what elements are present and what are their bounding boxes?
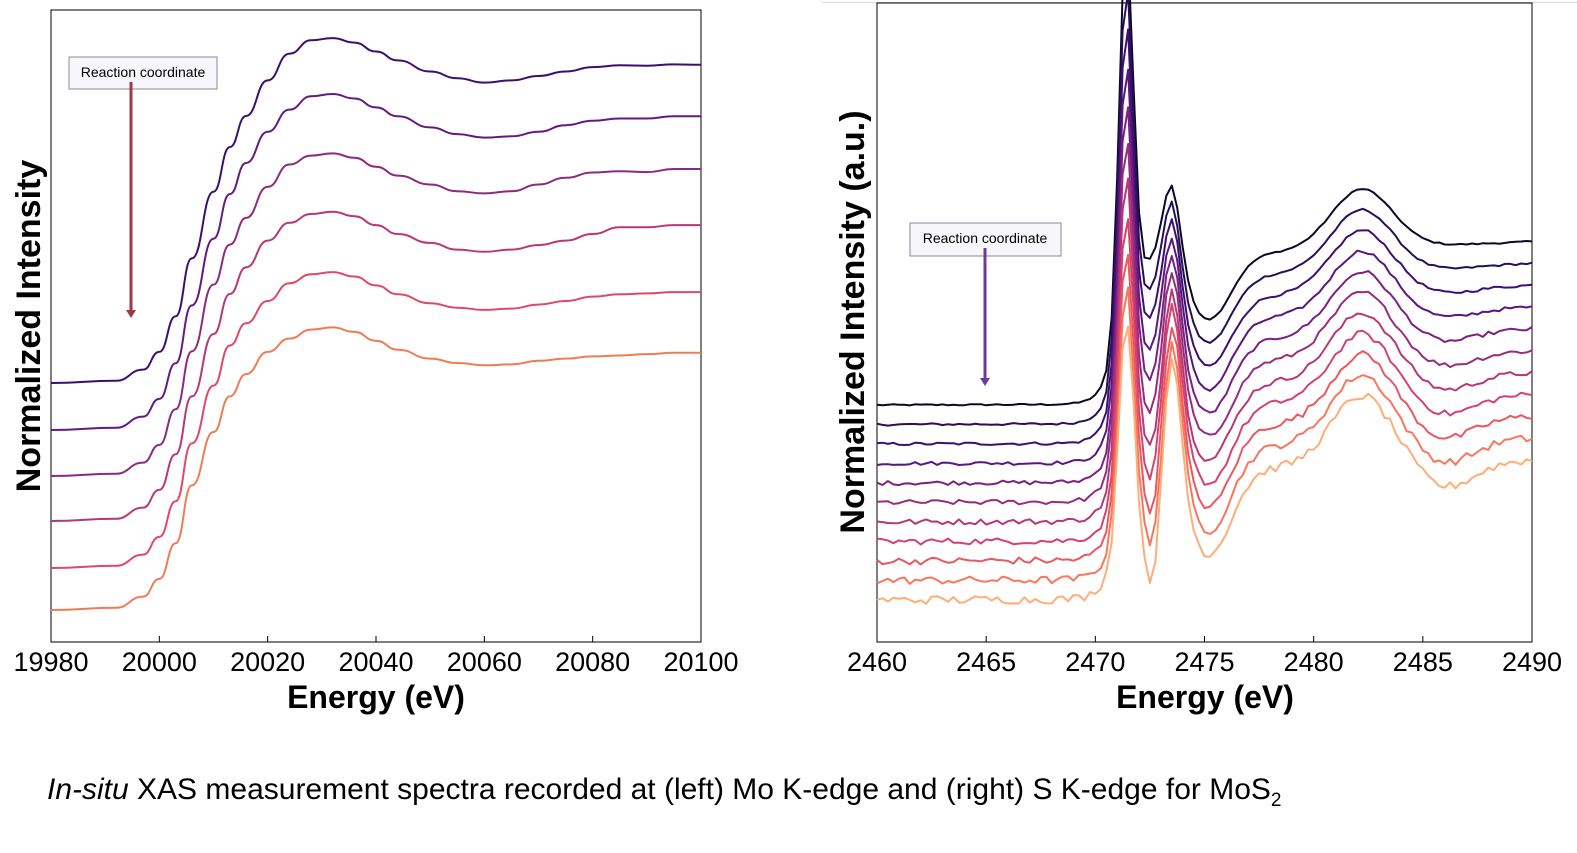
left-x-tick-label-2: 20000 [122,647,197,677]
right-series-line-11 [876,325,1533,605]
right-series-group [876,0,1533,605]
left-x-tick-label-6: 20080 [555,647,630,677]
left-x-tick-label-5: 20060 [447,647,522,677]
caption-italic: In-situ [47,773,129,806]
right-series-line-7 [876,177,1533,526]
left-x-tick-label-3: 20020 [230,647,305,677]
right-x-tick-label-4: 2475 [1174,647,1234,677]
left-x-tick-label-1: 19980 [13,647,88,677]
caption-text: XAS measurement spectra recorded at (lef… [128,773,1271,806]
right-series-line-6 [876,143,1533,506]
right-x-axis-label: Energy (eV) [1116,679,1294,715]
left-x-axis-label: Energy (eV) [287,679,465,715]
right-series-line-4 [876,68,1533,466]
left-annotation-box [68,56,218,90]
left-x-ticks: 19980 20000 20020 20040 20060 20080 20100 [13,636,739,677]
left-plot-frame [50,9,702,643]
right-series-line-8 [876,218,1533,546]
left-annotation-text: Reaction coordinate [81,64,206,80]
left-x-tick-label-4: 20040 [338,647,413,677]
right-y-axis-label: Normalized Intensity (a.u.) [834,110,872,533]
left-series-line-1 [50,37,702,384]
figure-caption: In-situ XAS measurement spectra recorded… [47,773,1281,812]
left-series-line-6 [50,326,701,611]
caption-subscript: 2 [1270,790,1282,811]
right-x-tick-label-5: 2480 [1284,647,1344,677]
left-series-line-2 [50,92,701,431]
left-x-tick-label-7: 20100 [663,647,738,677]
left-series-group [50,37,702,611]
left-y-axis-label: Normalized Intensity [10,160,48,493]
right-annotation-text: Reaction coordinate [923,230,1048,246]
right-x-tick-label-7: 2490 [1502,647,1562,677]
right-x-tick-label-3: 2470 [1065,647,1125,677]
right-x-tick-label-6: 2485 [1393,647,1453,677]
right-x-tick-label-1: 2460 [847,647,907,677]
s-k-edge-chart: 2460 2465 2470 2475 2480 2485 2490 Normalized … [834,0,1562,715]
left-series-line-3 [50,152,701,477]
right-annotation-arrow-head [980,378,990,386]
right-series-line-2 [876,0,1533,427]
right-series-line-3 [876,28,1533,446]
right-series-line-5 [876,106,1533,487]
left-series-line-5 [50,271,701,569]
left-series-line-4 [50,210,701,522]
right-series-line-1 [876,0,1533,407]
right-series-line-10 [876,286,1533,585]
mo-k-edge-chart: 19980 20000 20020 20040 20060 20080 20100 Norm… [10,9,739,715]
left-annotation-arrow-head [126,310,136,318]
right-series-line-9 [876,253,1533,566]
right-plot-frame [876,2,1533,643]
right-x-ticks: 2460 2465 2470 2475 2480 2485 2490 [847,636,1562,677]
right-x-tick-label-2: 2465 [956,647,1016,677]
